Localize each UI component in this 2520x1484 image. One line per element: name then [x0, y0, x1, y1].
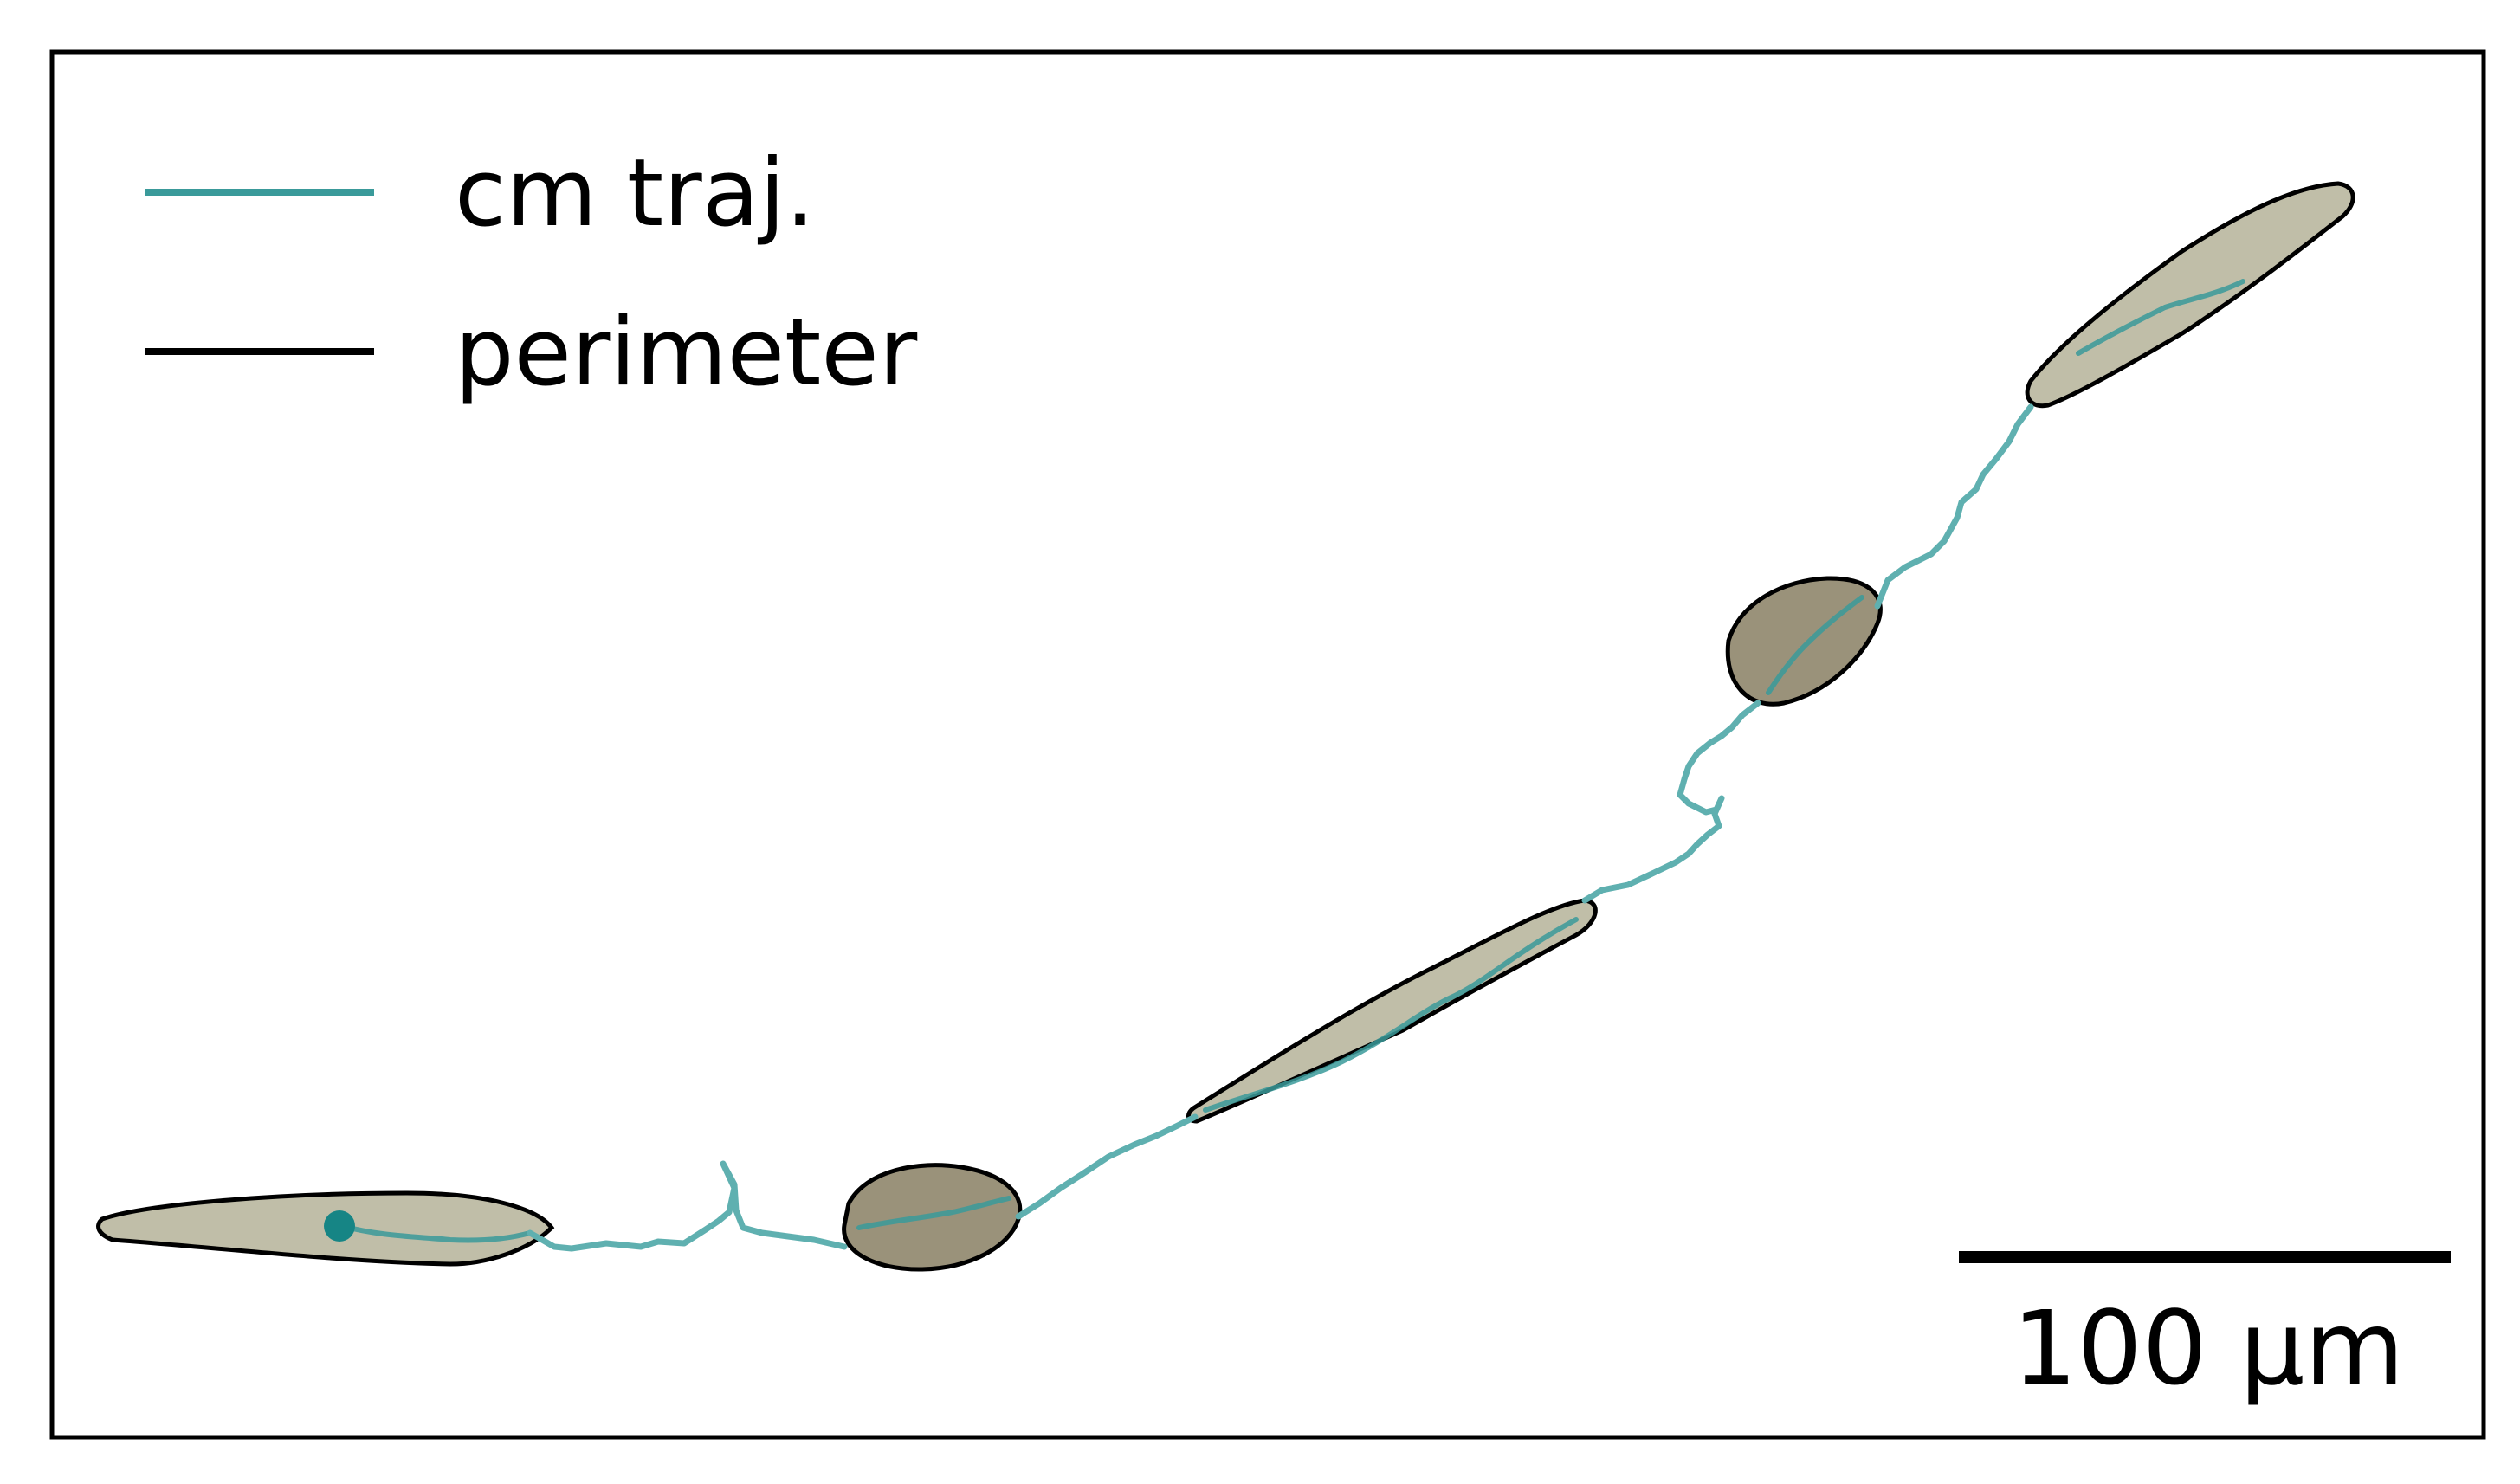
cell-perimeter-5 [2025, 181, 2355, 409]
cell-inner-trajectory-3 [1203, 917, 1579, 1113]
legend-label-perimeter: perimeter [455, 299, 918, 407]
scale-bar-label: 100 µm [2013, 1288, 2405, 1408]
cell-inner-trajectory-2 [856, 1196, 1011, 1230]
cell-inner-trajectory-4 [1766, 595, 1864, 695]
legend: cm traj. perimeter [145, 139, 918, 407]
cm-trajectory [324, 403, 2034, 1252]
trajectory-start-marker [324, 1210, 355, 1242]
cell-inner-trajectory-1 [339, 1223, 533, 1243]
cell-inner-trajectory-5 [2076, 279, 2245, 356]
cell-perimeter-3 [1186, 898, 1598, 1124]
cm-trajectory-line [527, 403, 2034, 1252]
legend-label-cm-traj: cm traj. [455, 139, 815, 248]
scale-bar: 100 µm [1959, 1251, 2451, 1408]
